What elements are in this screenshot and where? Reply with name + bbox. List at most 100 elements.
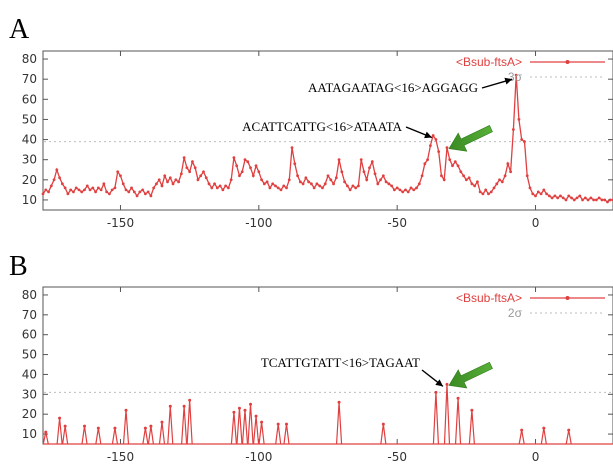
data-point [204,176,208,180]
data-point [545,192,548,196]
data-point [415,186,418,190]
data-point [536,190,540,194]
data-point [121,182,125,186]
data-point [401,190,405,194]
data-point [254,164,258,168]
data-point [608,198,612,202]
data-point [282,184,286,188]
series-spike [181,406,188,445]
data-point [301,182,305,186]
data-point [138,190,142,194]
data-point [251,174,255,178]
panel-a: A 10 20 30 40 50 60 70 80 -150 -100 -50 0 <Bsub-ftsA>… [9,14,613,230]
data-point [379,178,382,182]
data-point [534,194,537,198]
y-tick-label: 20 [22,173,37,187]
data-point [357,184,360,188]
legend-swatch-point [565,60,570,64]
data-point [160,184,164,188]
y-tick-label: 60 [22,328,37,342]
data-point [215,186,219,190]
data-point [437,150,441,154]
data-point [58,176,62,180]
series-spike [565,429,572,445]
y-tick-label: 70 [22,308,37,322]
data-point [329,178,333,182]
data-point [124,188,128,192]
series-spike [56,418,63,445]
data-point [556,196,560,200]
series-spike [122,410,130,445]
data-point [91,186,95,190]
data-point [334,176,338,180]
data-point [163,174,167,178]
data-point [495,182,499,186]
data-point [547,194,551,198]
data-point [285,186,288,190]
data-point [276,422,280,426]
series-spike [158,422,166,445]
data-point [567,428,571,432]
data-point [484,188,488,192]
data-point [127,190,131,194]
data-point [265,180,269,184]
data-point [235,164,239,168]
series-spike [147,426,155,445]
y-tick-label: 80 [22,52,37,66]
data-point [96,426,100,430]
series-spike [275,424,282,445]
data-point [337,158,341,162]
data-point [271,182,275,186]
data-point [160,420,164,424]
data-point [603,198,607,202]
data-point [498,178,501,182]
data-point [492,186,496,190]
data-point [321,186,324,190]
data-point [202,170,205,174]
data-point [445,382,449,386]
data-point [406,190,410,194]
data-point [434,390,438,394]
data-point [489,190,493,194]
data-point [41,192,45,196]
data-point [509,170,513,174]
data-point [594,198,598,202]
data-point [135,194,139,198]
data-point [381,174,385,178]
panel-b: B 10 20 30 40 50 60 70 80 -150 -100 -50 0 <Bsub-ftsA>… [9,251,613,464]
data-point [559,194,562,198]
data-point [166,180,169,184]
data-point [553,194,557,198]
series-spike [283,424,290,445]
data-point [362,170,366,174]
data-point [348,188,352,192]
data-point [470,408,474,412]
panel-label: A [9,14,30,45]
data-point [130,186,133,190]
series-spike [247,404,254,445]
data-point [453,160,457,164]
data-point [262,182,266,186]
data-point [276,186,280,190]
data-point [318,184,322,188]
series-spike [241,410,249,445]
data-point [69,188,73,192]
data-point [304,176,308,180]
data-point [345,184,349,188]
data-point [143,426,147,430]
data-point [340,170,344,174]
data-point [240,170,244,174]
series-spike [443,384,451,445]
data-point [597,196,601,200]
data-point [232,156,236,160]
data-point [448,158,452,162]
data-point [132,190,136,194]
series-spike [167,406,174,445]
data-point [395,186,399,190]
data-point [373,172,377,176]
data-point [600,198,604,202]
series-spike [230,412,238,445]
data-point [177,180,180,184]
data-point [284,422,288,426]
x-tick-label: 0 [532,450,540,464]
